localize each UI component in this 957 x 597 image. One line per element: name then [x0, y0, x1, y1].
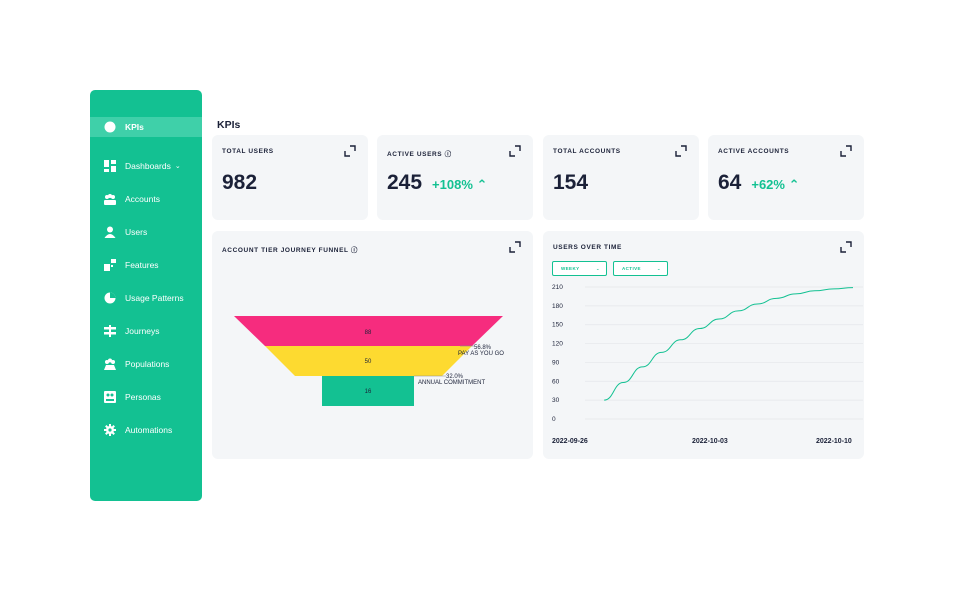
kpi-label: TOTAL USERS — [222, 148, 274, 155]
x-tick-label: 2022-10-10 — [816, 438, 852, 445]
funnel-name-2: ANNUAL COMMITMENT — [418, 380, 485, 386]
x-tick-label: 2022-10-03 — [692, 438, 728, 445]
sidebar-item-personas[interactable]: Personas — [90, 380, 202, 413]
funnel-stage-2[interactable] — [265, 346, 472, 376]
features-icon — [103, 258, 116, 271]
kpi-value-wrap: 64 +62% ⌃ — [718, 171, 800, 195]
expand-icon[interactable] — [509, 145, 521, 157]
kpi-value: 245 — [387, 171, 423, 194]
x-tick-label: 2022-09-26 — [552, 438, 588, 445]
usage-icon — [103, 291, 116, 304]
funnel-card: ACCOUNT TIER JOURNEY FUNNEL ⓘ 88 50 16 5… — [212, 231, 533, 459]
sidebar-item-label: Accounts — [125, 193, 160, 204]
kpi-value-wrap: 245 +108% ⌃ — [387, 171, 487, 195]
chevron-down-icon: ⌄ — [656, 265, 661, 271]
kpi-value-wrap: 982 — [222, 171, 257, 195]
kpi-delta: +108% ⌃ — [432, 177, 487, 193]
page-title: KPIs — [217, 119, 241, 131]
sidebar-item-features[interactable]: Features — [90, 248, 202, 281]
funnel-name-1: PAY AS YOU GO — [458, 351, 504, 357]
y-tick-label: 90 — [552, 359, 560, 366]
kpi-label: ACTIVE ACCOUNTS — [718, 148, 790, 155]
kpi-value-wrap: 154 — [553, 171, 588, 195]
kpi-card-active-users: ACTIVE USERS ⓘ 245 +108% ⌃ — [377, 135, 533, 220]
sidebar-item-label: Populations — [125, 358, 170, 369]
funnel-chart: 88 50 16 56.8% PAY AS YOU GO 32.0% ANNUA… — [234, 316, 504, 406]
sidebar-item-label: Usage Patterns — [125, 292, 184, 303]
funnel-pct-1: 56.8% — [474, 345, 492, 351]
kpi-delta-text: +108% — [432, 177, 473, 192]
sidebar-item-journeys[interactable]: Journeys — [90, 314, 202, 347]
grid-icon — [103, 159, 116, 172]
funnel-title: ACCOUNT TIER JOURNEY FUNNEL ⓘ — [222, 247, 358, 254]
series-line — [604, 287, 854, 401]
interval-dropdown-value: WEEKY — [561, 266, 580, 271]
personas-icon — [103, 390, 116, 403]
sidebar-item-label: Dashboards — [125, 160, 171, 171]
sidebar-item-dashboards[interactable]: Dashboards ⌄ — [90, 149, 202, 182]
funnel-value-2: 50 — [365, 359, 372, 365]
kpi-delta-text: +62% — [751, 177, 785, 192]
funnel-stage-1[interactable] — [234, 316, 503, 346]
expand-icon[interactable] — [509, 241, 521, 253]
sidebar-item-accounts[interactable]: Accounts — [90, 182, 202, 215]
user-icon — [103, 225, 116, 238]
sidebar-item-label: KPIs — [125, 122, 144, 132]
kpi-label: TOTAL ACCOUNTS — [553, 148, 621, 155]
kpi-label: ACTIVE USERS ⓘ — [387, 151, 452, 158]
metric-dropdown[interactable]: ACTIVE ⌄ — [613, 261, 668, 276]
y-tick-label: 60 — [552, 378, 560, 385]
arrow-up-icon: ⌃ — [476, 177, 488, 192]
gear-icon — [103, 423, 116, 436]
sidebar: KPIs Dashboards ⌄ Accounts Users Feature… — [90, 90, 202, 501]
expand-icon[interactable] — [840, 145, 852, 157]
pie-icon — [103, 121, 116, 134]
sidebar-item-kpis[interactable]: KPIs — [90, 117, 202, 137]
kpi-delta: +62% ⌃ — [751, 177, 799, 193]
funnel-pct-2: 32.0% — [446, 374, 464, 380]
y-tick-label: 120 — [552, 341, 563, 348]
kpi-value: 982 — [222, 171, 258, 194]
accounts-icon — [103, 192, 116, 205]
expand-icon[interactable] — [840, 241, 852, 253]
sidebar-item-label: Users — [125, 226, 148, 237]
kpi-card-active-accounts: ACTIVE ACCOUNTS 64 +62% ⌃ — [708, 135, 864, 220]
sidebar-item-label: Automations — [125, 424, 173, 435]
y-tick-label: 180 — [552, 303, 563, 310]
sidebar-item-automations[interactable]: Automations — [90, 413, 202, 446]
journeys-icon — [103, 324, 116, 337]
sidebar-item-label: Personas — [125, 391, 161, 402]
sidebar-item-users[interactable]: Users — [90, 215, 202, 248]
funnel-value-3: 16 — [365, 389, 372, 395]
y-tick-label: 210 — [552, 284, 563, 291]
y-tick-label: 0 — [552, 416, 556, 423]
users-over-time-card: USERS OVER TIME WEEKY ⌄ ACTIVE ⌄ 210 180 1… — [543, 231, 864, 459]
metric-dropdown-value: ACTIVE — [622, 266, 641, 271]
y-tick-label: 150 — [552, 322, 563, 329]
users-over-time-title: USERS OVER TIME — [553, 244, 622, 251]
kpi-card-total-accounts: TOTAL ACCOUNTS 154 — [543, 135, 699, 220]
kpi-value: 154 — [553, 171, 589, 194]
populations-icon — [103, 357, 116, 370]
sidebar-item-label: Features — [125, 259, 159, 270]
arrow-up-icon: ⌃ — [788, 177, 800, 192]
expand-icon[interactable] — [675, 145, 687, 157]
kpi-value: 64 — [718, 171, 742, 194]
chevron-down-icon: ⌄ — [595, 265, 600, 271]
chevron-down-icon: ⌄ — [174, 162, 181, 170]
funnel-stage-3[interactable] — [322, 376, 414, 406]
expand-icon[interactable] — [344, 145, 356, 157]
funnel-value-1: 88 — [365, 330, 372, 336]
interval-dropdown[interactable]: WEEKY ⌄ — [552, 261, 607, 276]
sidebar-item-label: Journeys — [125, 325, 160, 336]
sidebar-item-usage-patterns[interactable]: Usage Patterns — [90, 281, 202, 314]
users-over-time-chart: 210 180 150 120 90 60 30 0 2022-09-26 2022-10-03 2… — [552, 284, 863, 445]
kpi-card-total-users: TOTAL USERS 982 — [212, 135, 368, 220]
sidebar-item-populations[interactable]: Populations — [90, 347, 202, 380]
y-tick-label: 30 — [552, 397, 560, 404]
